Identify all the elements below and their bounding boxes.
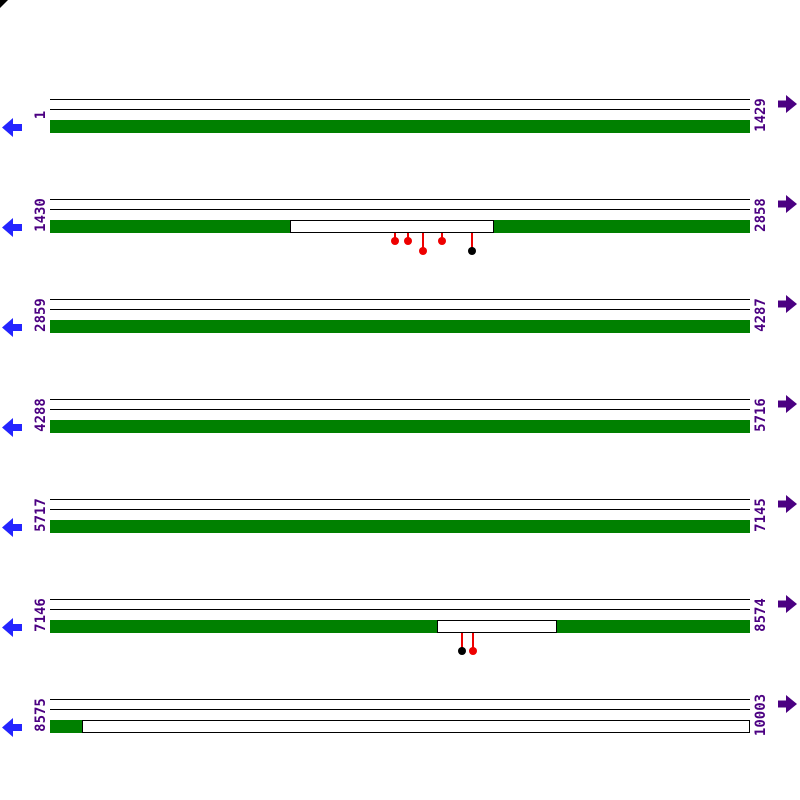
- coverage-bar-segment: [50, 320, 750, 333]
- coverage-bar-segment: [50, 620, 437, 633]
- right-arrow-icon: [778, 394, 797, 414]
- track-line: [50, 609, 750, 610]
- right-arrow-icon: [778, 494, 797, 514]
- track-line: [50, 509, 750, 510]
- start-coordinate-label: 7146: [33, 598, 49, 632]
- left-arrow-icon: [2, 717, 22, 738]
- left-arrow-icon: [2, 617, 22, 638]
- end-coordinate-label: 5716: [753, 398, 769, 432]
- left-arrow-icon: [2, 417, 22, 438]
- marker-dot: [468, 247, 476, 255]
- track-line: [50, 399, 750, 400]
- marker-dot: [438, 237, 446, 245]
- track-line: [50, 709, 750, 710]
- track-line: [50, 309, 750, 310]
- gap-segment: [290, 220, 494, 233]
- track-line: [50, 99, 750, 100]
- marker-dot: [469, 647, 477, 655]
- end-coordinate-label: 10003: [753, 693, 769, 737]
- clipped-glyph: [0, 0, 8, 8]
- track-line: [50, 699, 750, 700]
- right-arrow-icon: [778, 594, 797, 614]
- gap-segment: [437, 620, 557, 633]
- left-arrow-icon: [2, 117, 22, 138]
- track-line: [50, 209, 750, 210]
- track-line: [50, 299, 750, 300]
- marker-stem: [422, 233, 424, 251]
- end-coordinate-label: 2858: [753, 198, 769, 232]
- end-coordinate-label: 8574: [753, 598, 769, 632]
- end-coordinate-label: 4287: [753, 298, 769, 332]
- start-coordinate-label: 1430: [33, 198, 49, 232]
- start-coordinate-label: 4288: [33, 398, 49, 432]
- coverage-bar-segment: [50, 420, 750, 433]
- track-line: [50, 109, 750, 110]
- marker-dot: [458, 647, 466, 655]
- marker-stem: [471, 233, 473, 251]
- track-line: [50, 409, 750, 410]
- right-arrow-icon: [778, 294, 797, 314]
- coverage-bar-segment: [50, 120, 750, 133]
- left-arrow-icon: [2, 517, 22, 538]
- track-line: [50, 499, 750, 500]
- start-coordinate-label: 1: [33, 110, 49, 120]
- start-coordinate-label: 2859: [33, 298, 49, 332]
- end-coordinate-label: 7145: [753, 498, 769, 532]
- start-coordinate-label: 5717: [33, 498, 49, 532]
- coverage-bar-segment: [50, 720, 82, 733]
- marker-dot: [404, 237, 412, 245]
- right-arrow-icon: [778, 694, 797, 714]
- track-line: [50, 599, 750, 600]
- coverage-bar-segment: [50, 520, 750, 533]
- left-arrow-icon: [2, 217, 22, 238]
- right-arrow-icon: [778, 194, 797, 214]
- marker-stem: [461, 633, 463, 651]
- left-arrow-icon: [2, 317, 22, 338]
- marker-dot: [391, 237, 399, 245]
- end-coordinate-label: 1429: [753, 98, 769, 132]
- right-arrow-icon: [778, 94, 797, 114]
- coverage-bar-segment: [557, 620, 750, 633]
- coverage-bar-segment: [494, 220, 750, 233]
- marker-dot: [419, 247, 427, 255]
- start-coordinate-label: 8575: [33, 698, 49, 732]
- gap-segment: [82, 720, 750, 733]
- track-line: [50, 199, 750, 200]
- marker-stem: [472, 633, 474, 651]
- coverage-bar-segment: [50, 220, 290, 233]
